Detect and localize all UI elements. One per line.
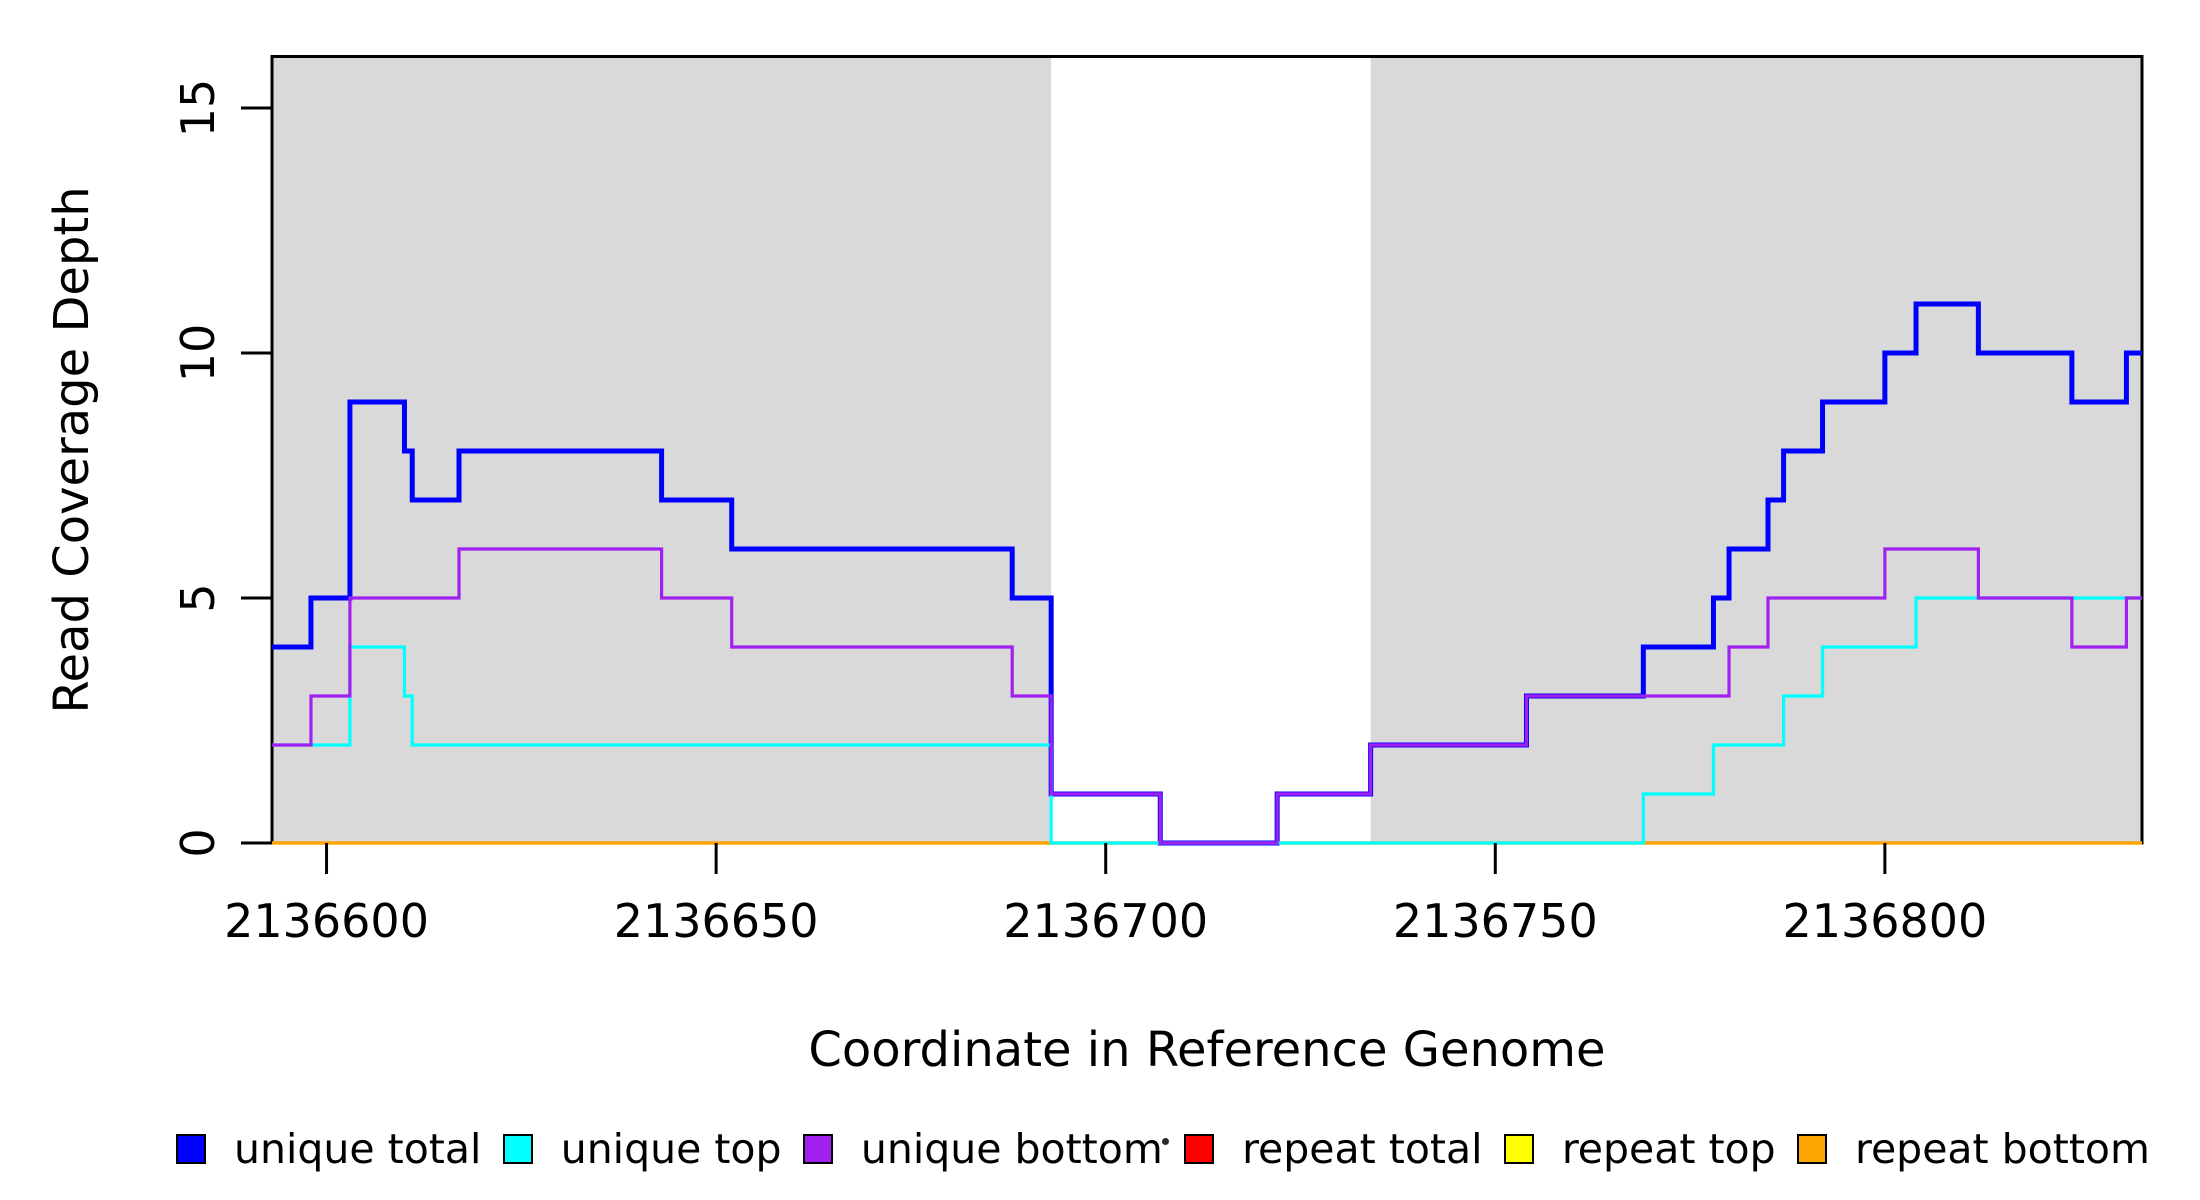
stray-dot-artifact: [1162, 1138, 1169, 1145]
legend-label: repeat top: [1561, 1124, 1776, 1173]
legend-swatch-unique-top: [502, 1134, 533, 1164]
series-unique-bottom: [272, 547, 2142, 845]
legend-item-unique-top: unique top: [502, 1124, 782, 1173]
x-tick-label-1: 2136650: [614, 894, 819, 948]
legend-item-repeat-bottom: repeat bottom: [1796, 1124, 2150, 1173]
legend-swatch-unique-bottom: [802, 1134, 833, 1164]
y-tick-label-0: 0: [171, 828, 225, 857]
series-unique-top: [272, 596, 2142, 845]
legend-item-unique-bottom: unique bottom: [802, 1124, 1163, 1173]
legend-label: repeat bottom: [1854, 1124, 2150, 1173]
y-axis-title: Read Coverage Depth: [44, 186, 100, 714]
x-tick-label-4: 2136800: [1782, 894, 1987, 948]
x-tick-label-3: 2136750: [1393, 894, 1598, 948]
legend-label: unique bottom: [860, 1124, 1163, 1173]
chart-legend: unique total unique top unique bottom repea…: [176, 1126, 2150, 1172]
legend-label: repeat total: [1242, 1124, 1483, 1173]
legend-item-repeat-total: repeat total: [1184, 1124, 1483, 1173]
legend-swatch-repeat-bottom: [1796, 1134, 1827, 1164]
y-tick-label-3: 15: [171, 79, 225, 138]
shaded-region-1: [1370, 56, 2142, 843]
legend-item-unique-total: unique total: [176, 1126, 481, 1172]
legend-label: unique total: [234, 1124, 482, 1173]
y-tick-label-1: 5: [171, 583, 225, 612]
x-tick-label-0: 2136600: [224, 894, 429, 948]
legend-swatch-repeat-top: [1503, 1134, 1534, 1164]
y-tick-label-2: 10: [171, 324, 225, 383]
legend-swatch-repeat-total: [1184, 1134, 1215, 1164]
x-axis-title: Coordinate in Reference Genome: [808, 1022, 1606, 1078]
x-tick-label-2: 2136700: [1003, 894, 1208, 948]
legend-item-repeat-top: repeat top: [1503, 1124, 1776, 1173]
legend-label: unique top: [560, 1124, 782, 1173]
legend-swatch-unique-total: [176, 1134, 206, 1164]
